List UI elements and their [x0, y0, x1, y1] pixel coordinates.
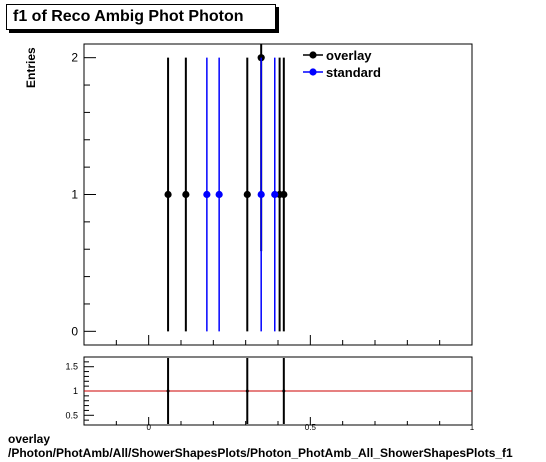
y-tick-label: 2	[71, 51, 78, 65]
standard-point	[257, 190, 265, 199]
overlay-point	[182, 190, 190, 199]
ratio-point	[282, 389, 286, 393]
y-tick-label: 1	[71, 188, 78, 202]
title-box: f1 of Reco Ambig Phot Photon	[6, 4, 276, 30]
ratio-x-tick-label: 0.5	[305, 423, 317, 432]
standard-point	[215, 190, 223, 199]
ratio-x-tick-label: 0	[146, 423, 151, 432]
legend-overlay-label: overlay	[326, 48, 372, 63]
footer-path: /Photon/PhotAmb/All/ShowerShapesPlots/Ph…	[8, 446, 513, 460]
overlay-point	[164, 190, 172, 199]
ratio-x-tick-label: 1	[470, 423, 475, 432]
chart-title: f1 of Reco Ambig Phot Photon	[13, 8, 244, 25]
ratio-y-tick-label: 1.5	[65, 362, 78, 372]
legend-standard-label: standard	[326, 65, 381, 80]
standard-point	[203, 190, 211, 199]
legend-overlay-marker	[309, 51, 317, 59]
y-tick-label: 0	[71, 324, 78, 338]
legend-standard-marker	[309, 68, 317, 76]
standard-point	[271, 190, 279, 199]
overlay-point	[243, 190, 251, 199]
overlay-point	[280, 190, 288, 199]
ratio-y-tick-label: 1	[73, 386, 78, 396]
ratio-point	[166, 389, 170, 393]
ratio-y-tick-label: 0.5	[65, 410, 78, 420]
ratio-point	[245, 389, 249, 393]
footer-label: overlay	[8, 432, 51, 446]
